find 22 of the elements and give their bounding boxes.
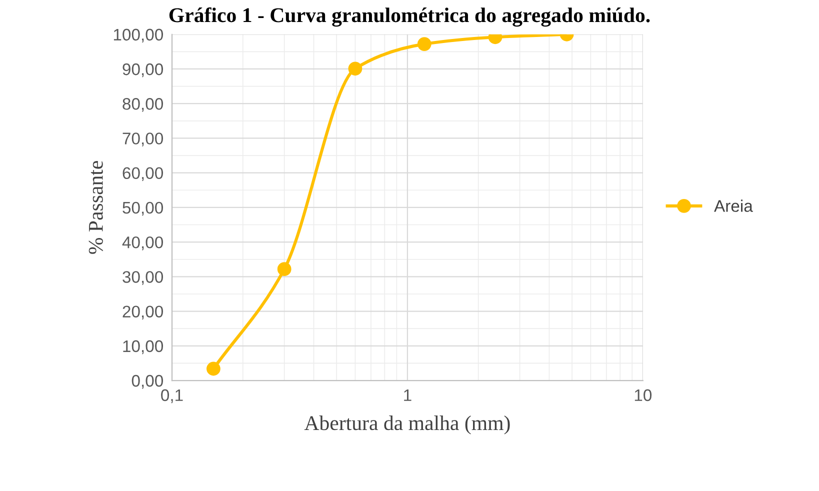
y-tick-label: 10,00 bbox=[123, 340, 164, 354]
y-axis-title: % Passante bbox=[88, 161, 103, 254]
point bbox=[206, 362, 220, 376]
y-tick-label: 90,00 bbox=[122, 63, 164, 78]
y-tick-label: 100,00 bbox=[114, 28, 164, 43]
y-tick-label: 60,00 bbox=[122, 167, 164, 182]
y-tick-label: 70,00 bbox=[122, 132, 164, 146]
point bbox=[417, 37, 432, 52]
x-tick-label: 1 bbox=[404, 389, 412, 401]
x-tick-label: 0,1 bbox=[161, 389, 183, 404]
point bbox=[277, 262, 292, 276]
y-tick-label: 20,00 bbox=[122, 306, 164, 320]
y-tick-label: 80,00 bbox=[122, 98, 164, 112]
y-tick-label: 50,00 bbox=[122, 202, 164, 216]
legend-label: Areia bbox=[714, 200, 753, 212]
y-tick-label: 30,00 bbox=[122, 271, 164, 285]
x-axis-title: Abertura da malha (mm) bbox=[304, 416, 510, 434]
point bbox=[348, 62, 362, 76]
x-tick-label: 10 bbox=[634, 389, 652, 402]
y-tick-label: 0,00 bbox=[132, 374, 164, 389]
y-tick-label: 40,00 bbox=[122, 236, 164, 250]
chart-title: Gráfico 1 - Curva granulométrica do agregado miúdo. bbox=[169, 7, 650, 27]
